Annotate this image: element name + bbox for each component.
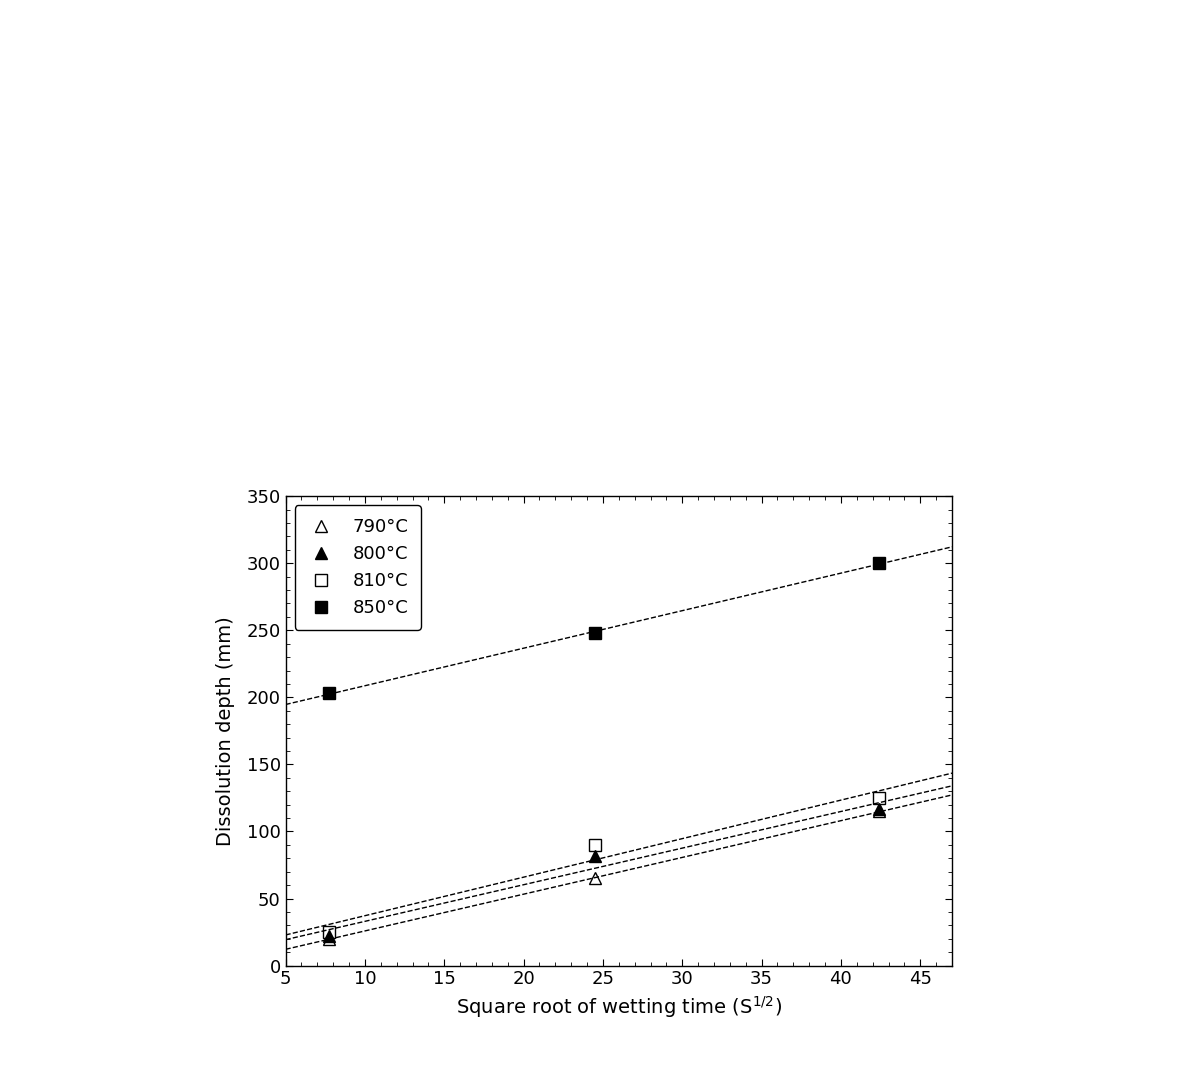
790°C bbox=[872, 805, 887, 817]
800°C bbox=[588, 849, 602, 862]
850°C bbox=[322, 687, 337, 700]
790°C bbox=[588, 872, 602, 885]
Line: 850°C: 850°C bbox=[324, 558, 885, 699]
Line: 790°C: 790°C bbox=[324, 806, 885, 944]
800°C bbox=[872, 802, 887, 815]
Line: 810°C: 810°C bbox=[324, 793, 885, 938]
810°C bbox=[588, 839, 602, 851]
Line: 800°C: 800°C bbox=[324, 803, 885, 942]
850°C bbox=[872, 557, 887, 570]
X-axis label: Square root of wetting time (S$^{1/2}$): Square root of wetting time (S$^{1/2}$) bbox=[456, 994, 782, 1020]
810°C bbox=[872, 792, 887, 805]
800°C bbox=[322, 929, 337, 942]
790°C bbox=[322, 933, 337, 945]
Y-axis label: Dissolution depth (mm): Dissolution depth (mm) bbox=[217, 616, 236, 846]
Legend: 790°C, 800°C, 810°C, 850°C: 790°C, 800°C, 810°C, 850°C bbox=[295, 505, 421, 630]
850°C bbox=[588, 626, 602, 639]
810°C bbox=[322, 926, 337, 939]
